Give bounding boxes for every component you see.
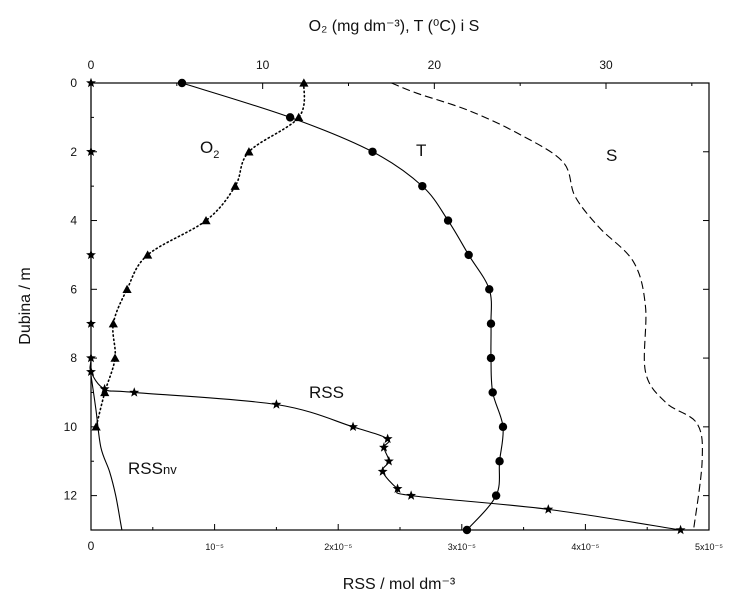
y-tick-label: 4 [70, 214, 77, 228]
marker-t [462, 525, 472, 535]
marker-t [495, 457, 504, 466]
bottom-x-tick-label: 4x10⁻⁵ [571, 542, 599, 552]
marker-rss [377, 466, 388, 476]
series-label-s: S [606, 146, 617, 165]
series-label-rssnv: RSSnv [128, 459, 177, 478]
bottom-x-tick-label: 3x10⁻⁵ [448, 542, 476, 552]
series-label-rssnv-main: RSS [128, 459, 163, 478]
y-tick-label: 2 [70, 145, 77, 159]
series-lines [89, 82, 703, 531]
marker-t [368, 147, 377, 156]
series-label-o2-main: O [200, 138, 213, 157]
marker-t [485, 285, 494, 294]
series-label-rssnv-sub: nv [163, 462, 177, 477]
series-line-rss [89, 83, 681, 531]
marker-t [488, 388, 497, 397]
marker-rss [382, 433, 393, 444]
marker-o [294, 112, 304, 122]
series-line-rssnv [90, 375, 123, 531]
marker-o [143, 250, 153, 259]
bottom-axis-title: RSS / mol dm⁻³ [343, 576, 456, 593]
marker-rss [348, 421, 358, 432]
series-line-t [181, 82, 504, 531]
marker-rss [675, 524, 686, 535]
y-tick-label: 8 [70, 351, 77, 365]
marker-t [491, 491, 501, 500]
series-line-o [95, 82, 306, 428]
marker-o [108, 319, 118, 328]
bottom-x-tick-label: 2x10⁻⁵ [324, 542, 352, 552]
marker-t [464, 250, 473, 260]
top-axis-title: O₂ (mg dm⁻³), T (⁰C) i S [309, 18, 480, 35]
marker-rss [86, 366, 96, 377]
marker-o [230, 181, 240, 190]
series-line-s [391, 82, 703, 531]
marker-t [418, 181, 427, 191]
series-markers [86, 77, 686, 535]
marker-o [299, 78, 309, 87]
y-axis-title: Dubina / m [17, 267, 34, 344]
marker-o [91, 422, 101, 431]
top-x-tick-label: 20 [428, 58, 442, 72]
bottom-x-tick-label: 0 [88, 539, 95, 553]
top-x-tick-label: 30 [599, 58, 613, 72]
series-label-rss: RSS [309, 383, 344, 402]
top-x-tick-label: 0 [88, 58, 95, 72]
marker-rss [129, 387, 140, 397]
series-label-o2-sub: 2 [213, 149, 219, 161]
series-label-o2: O2 [200, 138, 219, 161]
marker-o [122, 284, 132, 293]
marker-t [443, 216, 453, 225]
marker-rss [86, 77, 96, 88]
marker-rss [271, 399, 282, 409]
marker-t [285, 113, 295, 122]
marker-t [486, 353, 496, 363]
marker-rss [86, 352, 96, 363]
marker-o [244, 147, 254, 156]
marker-o [201, 215, 211, 225]
marker-rss [378, 442, 389, 452]
series-label-t: T [416, 141, 426, 160]
marker-rss [543, 504, 554, 514]
marker-o [100, 387, 110, 397]
axis-ticks: 0 2 4 6 8 10 12 0 10 20 30 0 10⁻⁵ 2x10⁻⁵ 3x10⁻⁵ 4x10⁻⁵ 5… [64, 58, 724, 553]
marker-rss [86, 249, 96, 260]
marker-rss [99, 383, 110, 394]
marker-t [498, 422, 508, 432]
y-tick-label: 12 [64, 489, 78, 503]
marker-rss [86, 318, 96, 328]
y-tick-label: 6 [70, 282, 77, 296]
marker-rss [392, 483, 403, 493]
marker-rss [383, 456, 394, 466]
bottom-x-tick-label: 10⁻⁵ [205, 542, 224, 552]
marker-rss [86, 146, 96, 156]
marker-t [177, 78, 187, 88]
y-tick-label: 0 [70, 76, 77, 90]
marker-rss [406, 490, 417, 500]
y-tick-label: 10 [64, 420, 78, 434]
marker-o [110, 353, 120, 362]
top-x-tick-label: 10 [256, 58, 270, 72]
marker-t [486, 319, 496, 328]
bottom-x-tick-label: 5x10⁻⁵ [695, 542, 723, 552]
